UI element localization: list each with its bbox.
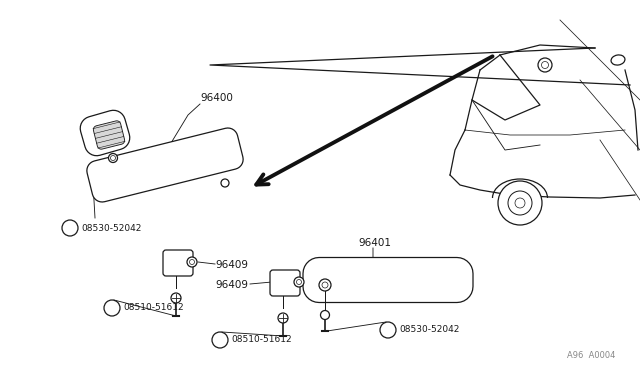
Circle shape [294,277,304,287]
Circle shape [508,191,532,215]
Text: 08530-52042: 08530-52042 [81,224,141,232]
Circle shape [111,155,115,160]
Circle shape [221,179,229,187]
Circle shape [109,154,118,163]
Text: 08510-51612: 08510-51612 [231,336,292,344]
Circle shape [187,257,197,267]
Text: S: S [109,304,115,312]
Text: 96401: 96401 [358,238,391,248]
Text: S: S [67,224,73,232]
FancyBboxPatch shape [163,250,193,276]
Text: 08510-51612: 08510-51612 [123,304,184,312]
Circle shape [171,293,181,303]
FancyBboxPatch shape [270,270,300,296]
Circle shape [189,260,195,264]
Polygon shape [93,121,125,149]
Text: 96400: 96400 [200,93,233,103]
Polygon shape [80,110,130,156]
Circle shape [104,300,120,316]
Circle shape [322,282,328,288]
Polygon shape [303,257,473,302]
Circle shape [278,313,288,323]
Circle shape [212,332,228,348]
Circle shape [321,311,330,320]
Circle shape [498,181,542,225]
Circle shape [515,198,525,208]
Polygon shape [87,128,243,202]
Text: 08530-52042: 08530-52042 [399,326,460,334]
Circle shape [319,279,331,291]
Text: 96409: 96409 [215,260,248,270]
Circle shape [62,220,78,236]
Text: A96  A0004: A96 A0004 [566,351,615,360]
Ellipse shape [611,55,625,65]
Circle shape [380,322,396,338]
Text: S: S [385,326,390,334]
Circle shape [296,279,301,285]
Circle shape [538,58,552,72]
Circle shape [541,61,548,68]
Text: 96409: 96409 [215,280,248,290]
Text: S: S [218,336,223,344]
